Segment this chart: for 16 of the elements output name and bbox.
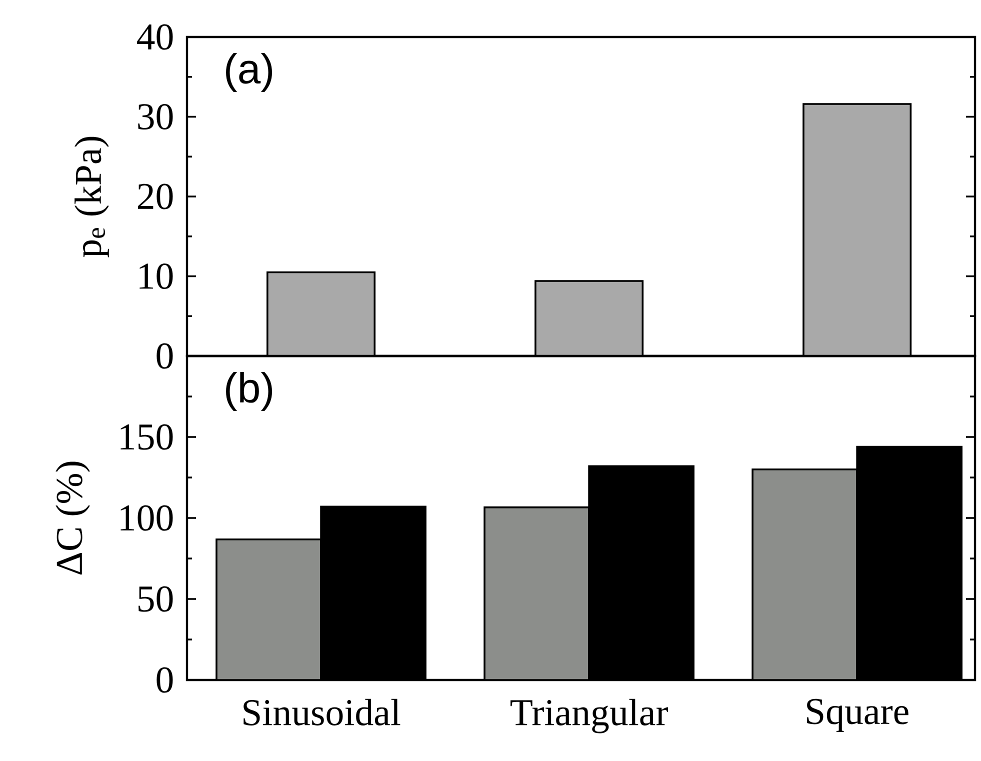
- y-tick-label: 10: [140, 263, 173, 290]
- y-tick-label: 150: [120, 424, 173, 450]
- x-tick-label: Triangular: [510, 698, 668, 734]
- y-tick-label: 50: [138, 586, 173, 612]
- y-tick-label: 20: [138, 184, 173, 210]
- annotation: (b): [226, 372, 272, 412]
- y-axis-title: ΔC (%): [56, 462, 90, 574]
- y-tick-label: 100: [120, 505, 173, 531]
- x-tick-label: Square: [807, 698, 908, 732]
- x-tick-label: Sinusoidal: [244, 698, 400, 726]
- y-tick-label: 0: [156, 667, 173, 693]
- y-tick-label: 0: [156, 343, 173, 369]
- y-axis-title: p$_{e}$ (kPa): [74, 136, 109, 258]
- y-tick-label: 40: [137, 24, 173, 50]
- annotation: (a): [226, 52, 272, 92]
- y-tick-label: 30: [138, 104, 173, 130]
